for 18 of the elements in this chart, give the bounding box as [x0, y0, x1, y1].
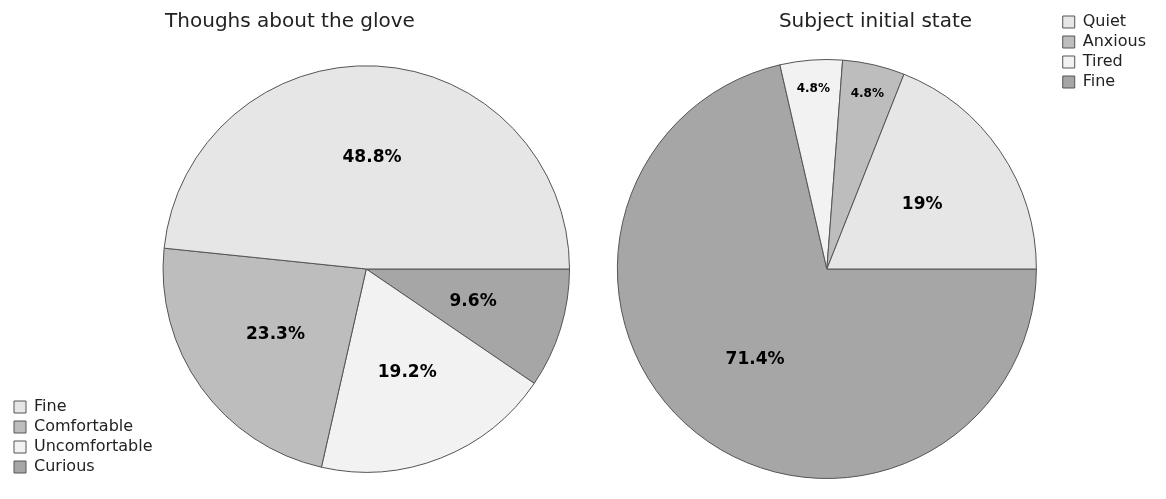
legend-label: Uncomfortable: [34, 436, 153, 456]
data-label: 71.4%: [725, 347, 785, 368]
legend-label: Comfortable: [34, 416, 134, 436]
legend-label: Quiet: [1082, 11, 1127, 31]
chart-title: Subject initial state: [778, 8, 973, 33]
data-label: 19%: [901, 192, 943, 213]
legend-label: Fine: [1082, 71, 1116, 91]
chart-title: Thoughs about the glove: [164, 8, 415, 33]
data-label: 9.6%: [449, 290, 497, 311]
legend-label: Curious: [34, 456, 95, 476]
legend-label: Anxious: [1082, 31, 1146, 51]
legend-label: Tired: [1081, 51, 1123, 71]
data-label: 23.3%: [245, 322, 305, 343]
data-label: 19.2%: [377, 361, 437, 382]
data-label: 48.8%: [342, 145, 402, 166]
legend-label: Fine: [34, 396, 67, 416]
data-label: 4.8%: [850, 85, 884, 100]
data-label: 4.8%: [796, 81, 830, 96]
